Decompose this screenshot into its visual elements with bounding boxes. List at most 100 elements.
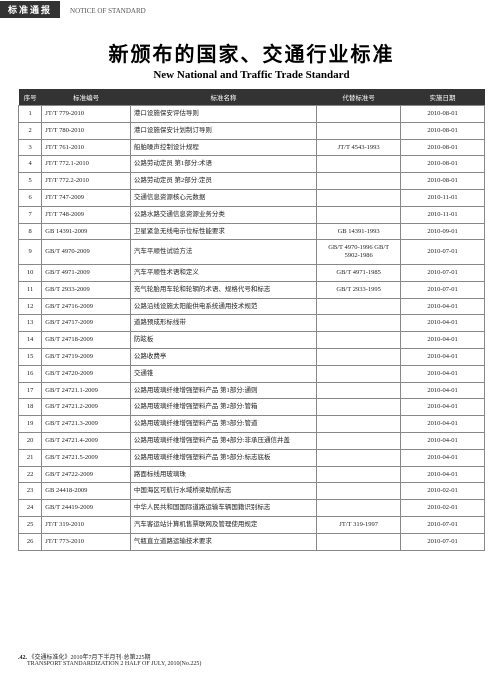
table-row: 12GB/T 24716-2009公路沿线设施太阳能供电系统通用技术规范2010…: [19, 298, 485, 315]
table-row: 6JT/T 747-2009交通信息资源核心元数据2010-11-01: [19, 189, 485, 206]
cell-name: 防眩板: [130, 332, 316, 349]
cell-date: 2010-04-01: [401, 466, 485, 483]
cell-code: GB/T 2933-2009: [42, 281, 131, 298]
table-row: 23GB 24418-2009中国海区可航行水域桥梁助航标志2010-02-01: [19, 483, 485, 500]
cell-replace: JT/T 4543-1993: [317, 139, 401, 156]
cell-replace: [317, 365, 401, 382]
cell-name: 充气轮胎用车轮和轮辋的术语、规格代号和标志: [130, 281, 316, 298]
cell-seq: 6: [19, 189, 42, 206]
cell-seq: 13: [19, 315, 42, 332]
cell-name: 公路沿线设施太阳能供电系统通用技术规范: [130, 298, 316, 315]
cell-code: GB/T 24721.2-2009: [42, 399, 131, 416]
cell-replace: [317, 122, 401, 139]
cell-replace: [317, 399, 401, 416]
cell-replace: [317, 315, 401, 332]
page-number: .42.: [18, 655, 27, 661]
cell-name: 交通信息资源核心元数据: [130, 189, 316, 206]
cell-date: 2010-04-01: [401, 315, 485, 332]
table-row: 15GB/T 24719-2009公路收费亭2010-04-01: [19, 348, 485, 365]
table-row: 3JT/T 761-2010船舶噪声控制设计规程JT/T 4543-199320…: [19, 139, 485, 156]
cell-code: JT/T 772.2-2010: [42, 173, 131, 190]
cell-name: 中国海区可航行水域桥梁助航标志: [130, 483, 316, 500]
col-date-header: 实施日期: [401, 89, 485, 106]
cell-name: 公路用玻璃纤维增强塑料产品 第5部分:标志底板: [130, 449, 316, 466]
cell-seq: 3: [19, 139, 42, 156]
cell-code: JT/T 748-2009: [42, 206, 131, 223]
cell-replace: GB 14391-1993: [317, 223, 401, 240]
cell-name: 卫星紧急无线电示位标性能要求: [130, 223, 316, 240]
cell-seq: 9: [19, 240, 42, 265]
cell-code: JT/T 773-2010: [42, 533, 131, 550]
cell-date: 2010-07-01: [401, 516, 485, 533]
footer-line2: TRANSPORT STANDARDIZATION 2 HALF OF JULY…: [27, 661, 201, 667]
cell-date: 2010-04-01: [401, 298, 485, 315]
cell-replace: [317, 500, 401, 517]
cell-code: GB 14391-2009: [42, 223, 131, 240]
cell-seq: 26: [19, 533, 42, 550]
cell-seq: 1: [19, 106, 42, 123]
table-row: 11GB/T 2933-2009充气轮胎用车轮和轮辋的术语、规格代号和标志GB/…: [19, 281, 485, 298]
table-row: 13GB/T 24717-2009道路预成形标线带2010-04-01: [19, 315, 485, 332]
cell-seq: 18: [19, 399, 42, 416]
cell-seq: 2: [19, 122, 42, 139]
cell-name: 汽车平顺性试验方法: [130, 240, 316, 265]
cell-seq: 23: [19, 483, 42, 500]
cell-replace: [317, 449, 401, 466]
cell-name: 公路水路交通信息资源业务分类: [130, 206, 316, 223]
cell-date: 2010-07-01: [401, 264, 485, 281]
cell-seq: 14: [19, 332, 42, 349]
cell-date: 2010-11-01: [401, 206, 485, 223]
cell-replace: GB/T 4970-1996 GB/T 5902-1986: [317, 240, 401, 265]
cell-code: GB/T 24721.4-2009: [42, 432, 131, 449]
cell-replace: JT/T 319-1997: [317, 516, 401, 533]
cell-seq: 25: [19, 516, 42, 533]
cell-date: 2010-02-01: [401, 483, 485, 500]
standards-table: 序号 标准编号 标准名称 代替标准号 实施日期 1JT/T 779-2010港口…: [18, 89, 485, 551]
table-row: 24GB/T 24419-2009中华人民共和国国际道路运输车辆国籍识别标志20…: [19, 500, 485, 517]
cell-code: JT/T 780-2010: [42, 122, 131, 139]
cell-replace: [317, 432, 401, 449]
cell-replace: [317, 533, 401, 550]
cell-code: JT/T 779-2010: [42, 106, 131, 123]
cell-replace: [317, 483, 401, 500]
cell-replace: [317, 206, 401, 223]
cell-seq: 21: [19, 449, 42, 466]
cell-code: GB/T 24419-2009: [42, 500, 131, 517]
cell-code: GB/T 24722-2009: [42, 466, 131, 483]
cell-name: 道路预成形标线带: [130, 315, 316, 332]
cell-seq: 8: [19, 223, 42, 240]
cell-name: 公路劳动定员 第1部分:术语: [130, 156, 316, 173]
cell-code: GB/T 24721.3-2009: [42, 416, 131, 433]
cell-code: GB/T 4971-2009: [42, 264, 131, 281]
header-sub: NOTICE OF STANDARD: [70, 7, 146, 15]
title-chinese: 新颁布的国家、交通行业标准: [0, 38, 503, 67]
title-english: New National and Traffic Trade Standard: [0, 69, 503, 81]
table-row: 14GB/T 24718-2009防眩板2010-04-01: [19, 332, 485, 349]
cell-name: 汽车客运站计算机售票联网及管理使用规定: [130, 516, 316, 533]
cell-date: 2010-09-01: [401, 223, 485, 240]
cell-date: 2010-08-01: [401, 122, 485, 139]
cell-date: 2010-04-01: [401, 399, 485, 416]
cell-seq: 19: [19, 416, 42, 433]
cell-replace: GB/T 4971-1985: [317, 264, 401, 281]
cell-replace: [317, 416, 401, 433]
table-body: 1JT/T 779-2010港口设施保安评估导则2010-08-012JT/T …: [19, 106, 485, 551]
table-container: 序号 标准编号 标准名称 代替标准号 实施日期 1JT/T 779-2010港口…: [0, 89, 503, 551]
cell-name: 公路用玻璃纤维增强塑料产品 第4部分:非承压通信井盖: [130, 432, 316, 449]
cell-seq: 17: [19, 382, 42, 399]
cell-date: 2010-04-01: [401, 416, 485, 433]
cell-seq: 15: [19, 348, 42, 365]
table-row: 18GB/T 24721.2-2009公路用玻璃纤维增强塑料产品 第2部分:管箱…: [19, 399, 485, 416]
table-row: 16GB/T 24720-2009交通锥2010-04-01: [19, 365, 485, 382]
cell-replace: [317, 348, 401, 365]
cell-replace: [317, 173, 401, 190]
cell-replace: [317, 298, 401, 315]
table-row: 9GB/T 4970-2009汽车平顺性试验方法GB/T 4970-1996 G…: [19, 240, 485, 265]
table-row: 5JT/T 772.2-2010公路劳动定员 第2部分:定员2010-08-01: [19, 173, 485, 190]
table-row: 20GB/T 24721.4-2009公路用玻璃纤维增强塑料产品 第4部分:非承…: [19, 432, 485, 449]
cell-code: GB/T 24719-2009: [42, 348, 131, 365]
cell-name: 汽车平顺性术语和定义: [130, 264, 316, 281]
cell-name: 中华人民共和国国际道路运输车辆国籍识别标志: [130, 500, 316, 517]
cell-name: 公路收费亭: [130, 348, 316, 365]
cell-date: 2010-07-01: [401, 240, 485, 265]
